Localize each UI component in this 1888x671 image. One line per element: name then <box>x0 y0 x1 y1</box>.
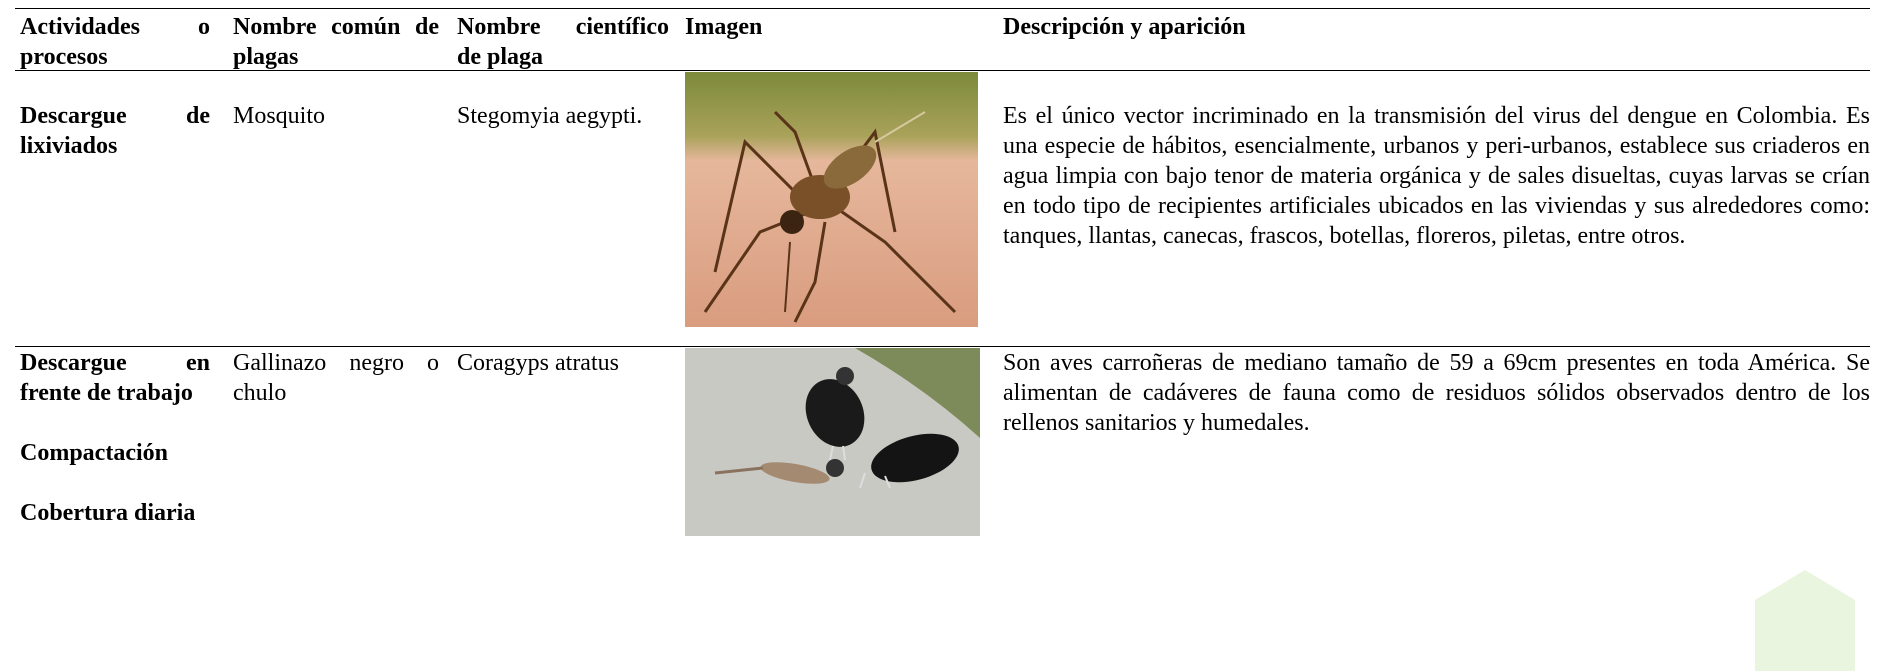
common-name: Gallinazo negro o chulo <box>233 350 439 406</box>
activity: Descargue de lixiviados <box>20 103 210 159</box>
activity: Compactación <box>20 440 168 466</box>
rule <box>15 346 1870 347</box>
rule <box>15 70 1870 71</box>
activity: Descargue en frente de trabajo <box>20 350 210 406</box>
description: Son aves carroñeras de mediano tamaño de… <box>1003 350 1870 436</box>
header-cell: Nombre común de plagas <box>233 14 439 70</box>
header-cell: Imagen <box>685 14 763 40</box>
mosquito-image <box>685 72 978 327</box>
vulture-image <box>685 348 980 536</box>
activity-cell: Descargue en frente de trabajo Compactac… <box>20 348 210 528</box>
scientific-name: Coragyps atratus <box>457 350 619 376</box>
description: Es el único vector incriminado en la tra… <box>1003 103 1870 249</box>
activity-cell: Descargue de lixiviados <box>20 101 210 161</box>
header-cell: Nombre científico de plaga <box>457 14 669 70</box>
header-cell: Actividades o procesos <box>20 14 210 70</box>
header-cell: Descripción y aparición <box>1003 14 1246 40</box>
scientific-name: Stegomyia aegypti. <box>457 103 643 129</box>
watermark <box>1755 570 1855 671</box>
common-name: Mosquito <box>233 103 326 129</box>
rule <box>15 8 1870 9</box>
activity: Cobertura diaria <box>20 500 196 526</box>
